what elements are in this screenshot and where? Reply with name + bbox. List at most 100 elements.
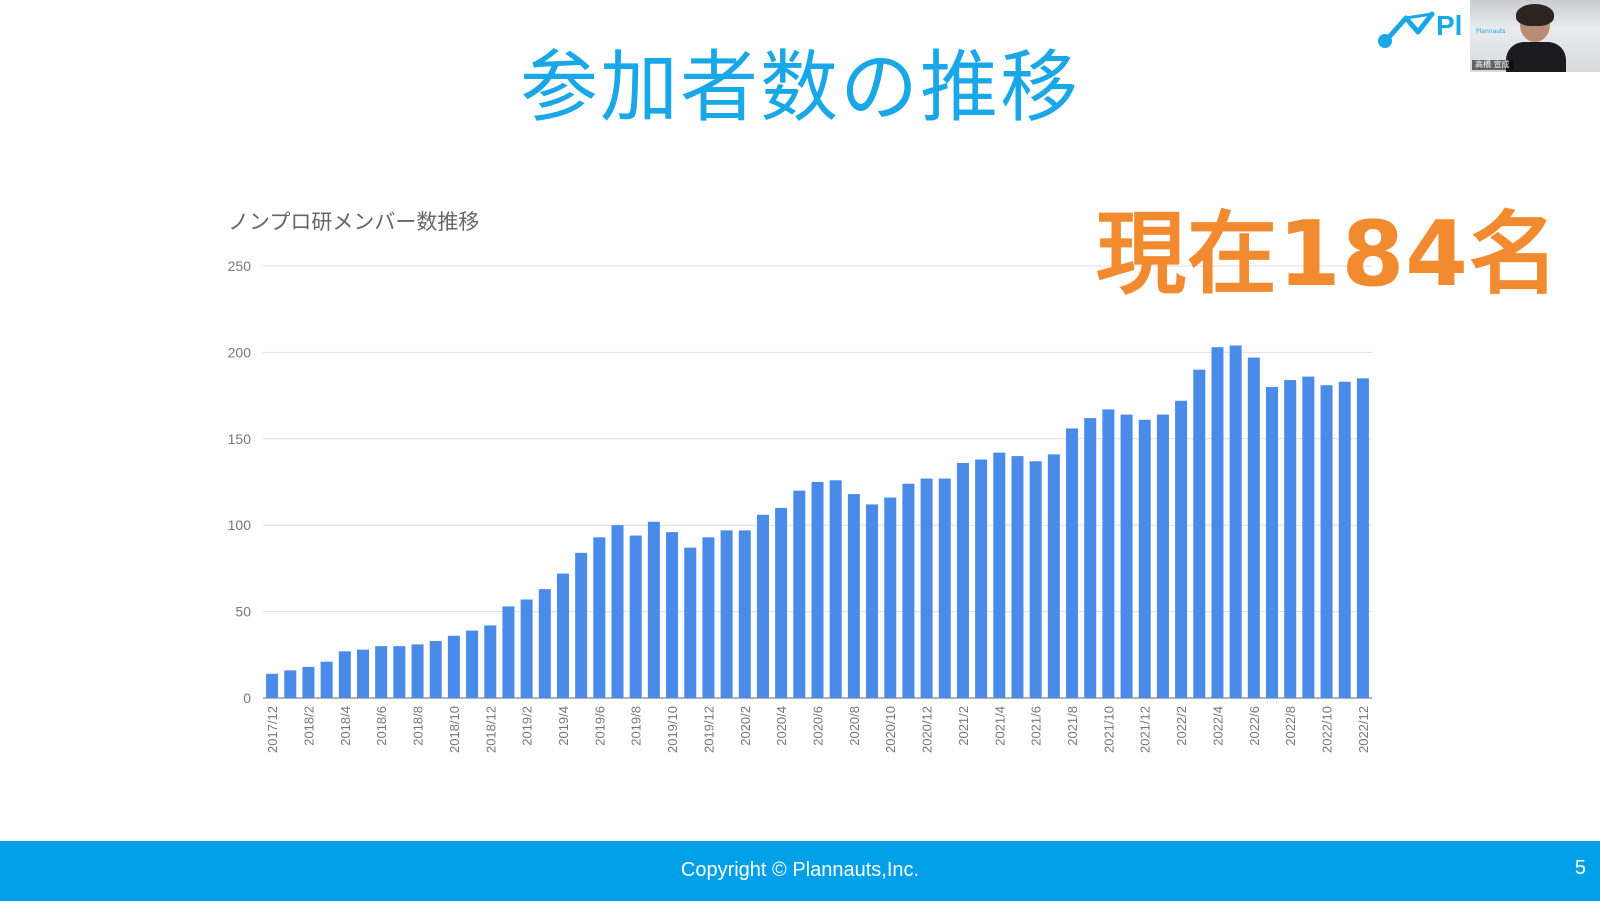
bar <box>1029 461 1042 698</box>
x-tick-label: 2021/12 <box>1138 706 1153 753</box>
x-tick-label: 2018/12 <box>483 706 498 753</box>
bar <box>356 649 369 698</box>
bar <box>320 661 333 698</box>
bar <box>884 497 897 698</box>
bar <box>484 625 497 698</box>
bar <box>338 651 351 698</box>
page-number: 5 <box>1574 857 1586 879</box>
y-tick-label: 100 <box>228 517 252 533</box>
bar <box>447 635 460 698</box>
x-tick-label: 2022/2 <box>1174 706 1189 746</box>
bar <box>993 452 1006 698</box>
x-tick-label: 2018/4 <box>338 706 353 746</box>
bar <box>1084 418 1097 698</box>
y-tick-label: 150 <box>228 431 252 447</box>
bar <box>556 573 569 698</box>
bar <box>1266 386 1279 698</box>
bar <box>1211 347 1224 698</box>
bar <box>756 514 769 698</box>
bar <box>266 673 279 698</box>
bar <box>1302 376 1315 698</box>
chart-title: ノンプロ研メンバー数推移 <box>228 210 480 234</box>
x-tick-label: 2019/8 <box>629 706 644 746</box>
x-tick-label: 2022/6 <box>1247 706 1262 746</box>
x-tick-label: 2019/4 <box>556 706 571 746</box>
bar <box>975 459 988 698</box>
slide-title: 参加者数の推移 <box>519 43 1080 133</box>
x-tick-label: 2022/4 <box>1210 706 1225 746</box>
bar <box>811 482 824 698</box>
copyright-text: Copyright © Plannauts,Inc. <box>680 859 920 881</box>
bar <box>466 630 479 698</box>
x-tick-label: 2021/8 <box>1065 706 1080 746</box>
bar <box>1120 414 1133 698</box>
bar <box>284 670 297 698</box>
x-tick-label: 2022/12 <box>1356 706 1371 753</box>
y-tick-label: 250 <box>228 258 252 274</box>
x-tick-label: 2018/8 <box>411 706 426 746</box>
x-tick-label: 2021/4 <box>992 706 1007 746</box>
x-tick-label: 2020/12 <box>920 706 935 753</box>
bar <box>1229 345 1242 698</box>
bar <box>647 521 660 698</box>
x-tick-label: 2021/6 <box>1029 706 1044 746</box>
x-tick-label: 2022/8 <box>1283 706 1298 746</box>
presenter-body <box>1506 42 1566 72</box>
bar <box>575 552 588 698</box>
bar <box>938 478 951 698</box>
bar <box>866 504 879 698</box>
bar <box>1138 419 1151 698</box>
y-tick-label: 0 <box>243 690 251 706</box>
bar <box>1193 369 1206 698</box>
bar <box>829 480 842 698</box>
x-tick-label: 2019/6 <box>592 706 607 746</box>
bar <box>720 530 733 698</box>
bar <box>1175 400 1188 698</box>
x-tick-label: 2019/2 <box>520 706 535 746</box>
x-tick-label: 2018/10 <box>447 706 462 753</box>
bar <box>1102 409 1115 698</box>
x-tick-label: 2020/2 <box>738 706 753 746</box>
footer-bar: Copyright © Plannauts,Inc. 5 <box>0 841 1600 901</box>
bar <box>411 644 424 698</box>
bar <box>847 494 860 698</box>
bar <box>956 462 969 698</box>
bar <box>593 537 606 698</box>
x-tick-label: 2019/10 <box>665 706 680 753</box>
bar <box>393 646 406 698</box>
bar <box>1247 357 1260 698</box>
bar <box>1156 414 1169 698</box>
x-tick-label: 2022/10 <box>1320 706 1335 753</box>
x-tick-label: 2020/6 <box>811 706 826 746</box>
x-tick-label: 2020/8 <box>847 706 862 746</box>
y-tick-label: 200 <box>228 344 252 360</box>
x-tick-label: 2021/10 <box>1101 706 1116 753</box>
bar <box>1356 378 1369 698</box>
bar <box>793 490 806 698</box>
bar <box>1338 381 1351 698</box>
bar <box>629 535 642 698</box>
bar <box>702 537 715 698</box>
bar <box>684 547 697 698</box>
logo-text: Pl <box>1436 10 1463 41</box>
bar <box>1284 380 1297 698</box>
x-tick-label: 2020/4 <box>774 706 789 746</box>
x-tick-label: 2021/2 <box>956 706 971 746</box>
bar <box>502 606 515 698</box>
x-tick-label: 2018/2 <box>301 706 316 746</box>
presenter-name: 高橋 宣成 <box>1472 60 1513 70</box>
bar <box>520 599 533 698</box>
bar <box>1047 454 1060 698</box>
x-tick-label: 2018/6 <box>374 706 389 746</box>
bar <box>302 666 315 698</box>
bar <box>738 530 751 698</box>
bar <box>666 532 679 698</box>
x-tick-label: 2019/12 <box>701 706 716 753</box>
x-tick-label: 2020/10 <box>883 706 898 753</box>
y-tick-label: 50 <box>235 604 251 620</box>
presenter-hair <box>1516 4 1554 26</box>
bar <box>920 478 933 698</box>
current-count-highlight: 現在184名 <box>1096 202 1560 307</box>
webcam-video: Plannauts 高橋 宣成 <box>1470 0 1600 72</box>
